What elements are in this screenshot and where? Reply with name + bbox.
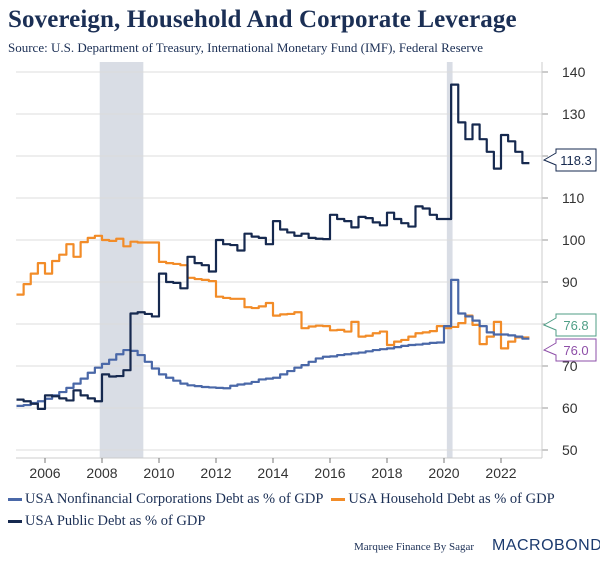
- end-label-value: 76.0: [563, 343, 588, 358]
- legend-label: USA Nonfinancial Corporations Debt as % …: [25, 490, 324, 507]
- x-tick-label: 2020: [428, 465, 459, 481]
- end-value-labels: 118.3 76.8 76.0: [542, 148, 597, 362]
- x-tick-label: 2012: [200, 465, 231, 481]
- recession-band: [446, 62, 453, 458]
- chart-title: Sovereign, Household And Corporate Lever…: [8, 6, 517, 33]
- y-tick-label: 140: [562, 64, 586, 80]
- legend-item-corporate-debt[interactable]: USA Nonfinancial Corporations Debt as % …: [8, 491, 323, 508]
- x-tick-label: 2010: [143, 465, 174, 481]
- y-tick-label: 130: [562, 106, 586, 122]
- y-tick-label: 90: [562, 274, 578, 290]
- line-chart: 5060708090100110120130140200620082010201…: [16, 62, 597, 481]
- legend-label: USA Household Debt as % of GDP: [348, 490, 555, 507]
- legend: USA Nonfinancial Corporations Debt as % …: [8, 488, 563, 532]
- end-label-box: [542, 148, 597, 172]
- y-tick-label: 50: [562, 442, 578, 458]
- series-line-public: [16, 83, 530, 410]
- y-tick-label: 110: [562, 190, 585, 206]
- legend-item-public-debt[interactable]: USA Public Debt as % of GDP: [8, 513, 205, 530]
- macrobond-logo: MACROBOND: [492, 537, 600, 554]
- footer-credit: Marquee Finance By Sagar: [354, 541, 475, 553]
- recession-band: [99, 62, 144, 458]
- legend-item-household-debt[interactable]: USA Household Debt as % of GDP: [331, 490, 555, 508]
- end-label-box: [542, 338, 597, 362]
- legend-swatch-household: [331, 497, 346, 501]
- series-lines: [16, 83, 530, 410]
- recession-shading-layer: [99, 62, 453, 458]
- gridlines: [16, 71, 542, 451]
- series-line-household: [16, 234, 530, 350]
- end-label-value: 76.8: [563, 318, 588, 333]
- y-tick-label: 100: [562, 232, 586, 248]
- y-tick-label: 70: [562, 358, 578, 374]
- legend-label: USA Public Debt as % of GDP: [25, 512, 206, 529]
- x-tick-label: 2006: [29, 465, 60, 481]
- x-tick-label: 2018: [371, 465, 402, 481]
- chart-subtitle: Source: U.S. Department of Treasury, Int…: [8, 40, 483, 55]
- end-label-box: [542, 313, 597, 337]
- legend-swatch-public: [8, 519, 22, 523]
- x-tick-label: 2014: [257, 465, 288, 481]
- x-tick-label: 2016: [314, 465, 345, 481]
- x-tick-label: 2022: [485, 465, 516, 481]
- series-line-corporate: [16, 278, 530, 407]
- legend-swatch-corporate: [8, 497, 22, 501]
- end-label-value: 118.3: [560, 153, 592, 168]
- y-tick-label: 60: [562, 400, 578, 416]
- x-tick-label: 2008: [86, 465, 117, 481]
